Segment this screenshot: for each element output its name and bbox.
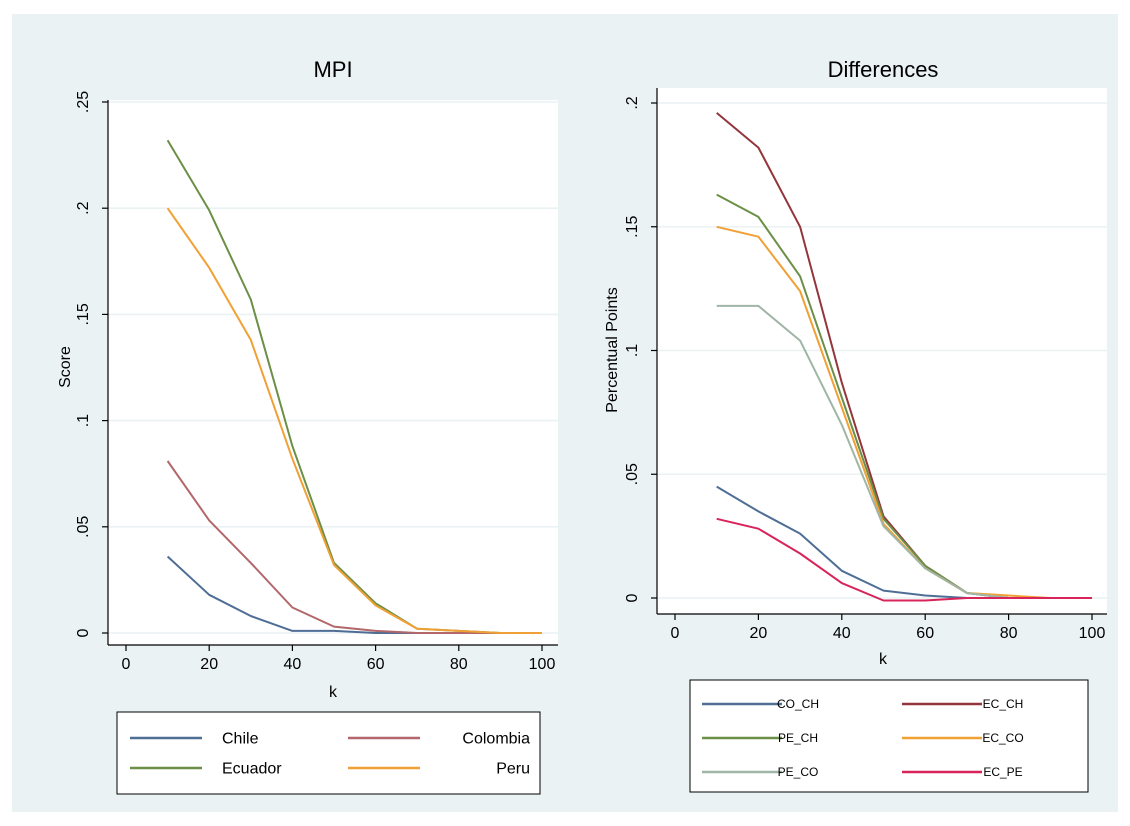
chart2-y-tick-label: .05: [624, 463, 641, 485]
chart2-x-tick-label: 20: [750, 625, 768, 642]
chart1-x-tick-label: 100: [529, 656, 556, 673]
chart1-y-tick-label: .05: [75, 516, 92, 538]
chart1-y-tick-label: 0: [75, 628, 92, 637]
chart2-title: Differences: [828, 57, 939, 82]
chart2-y-tick-label: .1: [624, 344, 641, 357]
chart1-x-tick-label: 20: [200, 656, 218, 673]
chart2-y-axis-label: Percentual Points: [604, 287, 621, 412]
chart2-legend-label-ec-ch: EC_CH: [983, 697, 1024, 711]
chart1-legend-label-colombia: Colombia: [462, 731, 530, 748]
chart2-x-tick-label: 40: [833, 625, 851, 642]
chart2-legend-label-ec-pe: EC_PE: [983, 765, 1022, 779]
chart1-y-tick-label: .15: [75, 303, 92, 325]
chart1-plot-area: [108, 100, 558, 645]
chart2-x-axis-label: k: [879, 651, 888, 668]
chart1-x-tick-label: 60: [367, 656, 385, 673]
chart1-legend-box: [116, 711, 541, 795]
chart1-legend-label-peru: Peru: [496, 761, 530, 778]
chart1-y-axis-label: Score: [57, 346, 74, 388]
chart1-title: MPI: [313, 57, 352, 82]
chart1-y-tick-label: .1: [75, 414, 92, 427]
chart2-x-tick-label: 0: [671, 625, 680, 642]
chart1-series-line-colombia: [166, 460, 542, 634]
chart1-y-tick-label: .25: [75, 91, 92, 113]
chart1-series-line-peru: [166, 207, 542, 634]
chart1-x-axis-label: k: [329, 684, 338, 701]
chart2-x-tick-label: 80: [1000, 625, 1018, 642]
chart1-legend-label-ecuador: Ecuador: [222, 761, 282, 778]
chart1-y-tick-label: .2: [75, 201, 92, 214]
chart2-legend-label-pe-ch: PE_CH: [778, 731, 818, 745]
chart1-x-tick-label: 80: [450, 656, 468, 673]
chart2-y-tick-label: .2: [624, 96, 641, 109]
chart2-series-line-ec-pe: [716, 517, 1092, 602]
chart2-x-tick-label: 60: [916, 625, 934, 642]
chart1-x-tick-label: 40: [284, 656, 302, 673]
chart2-legend-label-ec-co: EC_CO: [982, 731, 1023, 745]
chart1-legend-label-chile: Chile: [222, 731, 259, 748]
chart2-legend-box: [689, 679, 1089, 793]
chart2-x-tick-label: 100: [1079, 625, 1106, 642]
chart1-x-tick-label: 0: [122, 656, 131, 673]
chart2-y-tick-label: .15: [624, 216, 641, 238]
chart2-legend-label-co-ch: CO_CH: [777, 697, 819, 711]
chart2-legend-label-pe-co: PE_CO: [778, 765, 819, 779]
chart2-y-tick-label: 0: [624, 593, 641, 602]
